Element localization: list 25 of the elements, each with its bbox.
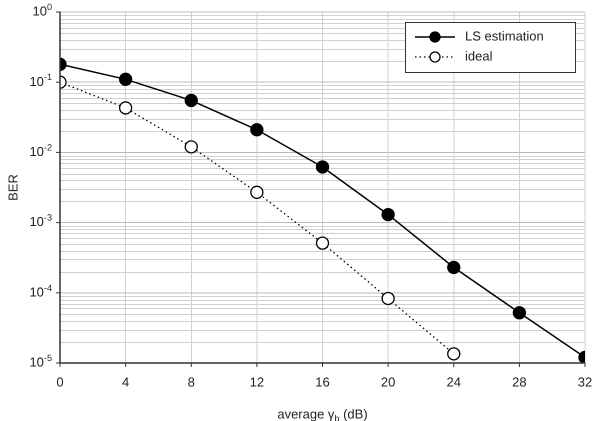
x-tick-label: 16 xyxy=(315,374,330,390)
point xyxy=(118,101,132,115)
x-tick-label: 20 xyxy=(380,374,396,390)
x-tick-label: 4 xyxy=(122,374,130,390)
x-tick-label: 24 xyxy=(446,374,461,390)
point xyxy=(316,160,330,174)
x-tick-label: 12 xyxy=(250,374,264,390)
point xyxy=(447,347,460,360)
point xyxy=(447,260,460,274)
x-tick-label: 8 xyxy=(188,374,195,390)
point xyxy=(118,72,132,86)
point xyxy=(381,208,395,222)
x-tick-label: 0 xyxy=(56,374,64,390)
point xyxy=(250,186,264,199)
point xyxy=(316,236,330,250)
x-tick-label: 32 xyxy=(578,374,592,390)
point xyxy=(381,292,395,306)
point xyxy=(184,140,198,154)
x-tick-label: 28 xyxy=(512,374,527,390)
y-axis-title: BER xyxy=(6,174,21,201)
point xyxy=(184,94,198,108)
point xyxy=(512,306,526,320)
legend-label: LS estimation xyxy=(465,28,544,44)
legend-label: ideal xyxy=(465,48,493,64)
point xyxy=(250,123,264,136)
